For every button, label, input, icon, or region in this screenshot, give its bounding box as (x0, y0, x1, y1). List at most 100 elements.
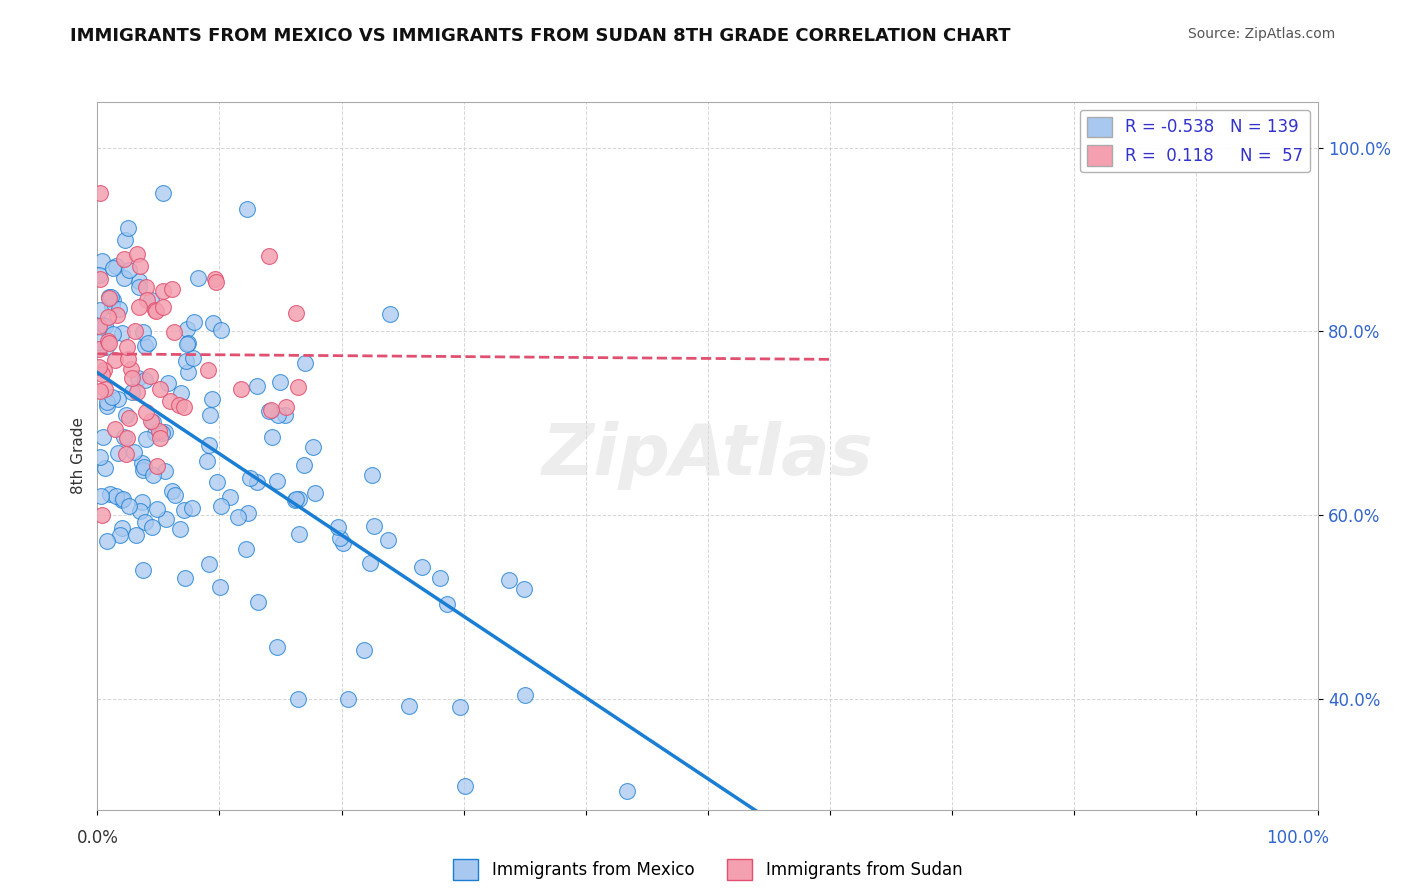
Point (141, 293, 163, 307)
Point (209, 323, 232, 337)
Point (98, 487, 121, 501)
Point (165, 488, 187, 502)
Point (219, 490, 242, 504)
Point (152, 186, 174, 201)
Point (89, 271, 111, 285)
Point (377, 533, 399, 547)
Point (160, 282, 183, 296)
Point (108, 527, 131, 541)
Point (128, 300, 150, 314)
Point (143, 425, 166, 440)
Point (87, 342, 110, 356)
Point (97, 290, 120, 304)
Point (173, 571, 195, 585)
Point (183, 316, 205, 330)
Point (173, 503, 195, 517)
Point (149, 431, 172, 445)
Point (429, 571, 451, 585)
Point (498, 573, 520, 587)
Point (91, 318, 114, 333)
Point (359, 557, 381, 571)
Point (131, 456, 153, 470)
Point (173, 400, 195, 414)
Point (259, 402, 281, 417)
Point (94, 340, 117, 354)
Point (134, 339, 156, 353)
Point (294, 355, 316, 369)
Point (616, 784, 638, 798)
Point (122, 444, 145, 458)
Point (97, 334, 120, 348)
Point (449, 699, 471, 714)
Point (117, 351, 139, 366)
Point (513, 688, 536, 702)
Point (159, 394, 181, 409)
Point (285, 491, 308, 506)
Point (157, 376, 180, 390)
Point (104, 352, 127, 367)
Point (145, 304, 167, 318)
Point (101, 326, 124, 341)
Point (174, 353, 197, 368)
Point (160, 484, 183, 499)
Point (276, 401, 298, 415)
Point (353, 643, 375, 657)
Point (513, 582, 536, 596)
Point (134, 516, 156, 530)
Legend: R = -0.538   N = 139, R =  0.118     N =  57: R = -0.538 N = 139, R = 0.118 N = 57 (1080, 110, 1310, 172)
Point (90, 253, 112, 268)
Point (135, 279, 157, 293)
Point (94, 319, 117, 334)
Point (118, 410, 141, 425)
Point (105, 309, 128, 323)
Point (93, 461, 115, 475)
Point (91, 430, 114, 444)
Point (104, 489, 127, 503)
Point (91, 508, 114, 523)
Point (112, 430, 135, 444)
Point (112, 252, 135, 266)
Point (115, 340, 138, 354)
Point (96, 534, 118, 549)
Point (111, 326, 134, 341)
Point (100, 390, 122, 404)
Point (134, 405, 156, 419)
Point (195, 454, 218, 468)
Point (90, 367, 112, 381)
Point (138, 368, 160, 383)
Point (169, 522, 191, 536)
Point (135, 432, 157, 446)
Point (209, 499, 232, 513)
Point (181, 351, 204, 366)
Point (141, 520, 163, 534)
Point (128, 274, 150, 288)
Point (167, 398, 190, 412)
Point (94, 382, 117, 396)
Point (267, 409, 290, 423)
Point (197, 362, 219, 376)
Point (236, 506, 259, 520)
Point (155, 464, 177, 478)
Point (125, 247, 148, 261)
Point (148, 425, 170, 439)
Point (89, 384, 111, 399)
Point (266, 640, 288, 655)
Point (90, 490, 112, 504)
Point (143, 302, 166, 317)
Point (155, 512, 177, 526)
Point (93, 363, 115, 377)
Point (187, 270, 209, 285)
Point (205, 475, 228, 489)
Point (134, 373, 156, 387)
Point (200, 392, 222, 406)
Point (288, 492, 311, 507)
Point (288, 526, 311, 541)
Point (104, 260, 127, 274)
Point (197, 438, 219, 452)
Point (117, 220, 139, 235)
Point (89, 186, 111, 201)
Point (236, 202, 259, 216)
Point (231, 382, 253, 396)
Point (115, 408, 138, 422)
Point (274, 408, 297, 422)
